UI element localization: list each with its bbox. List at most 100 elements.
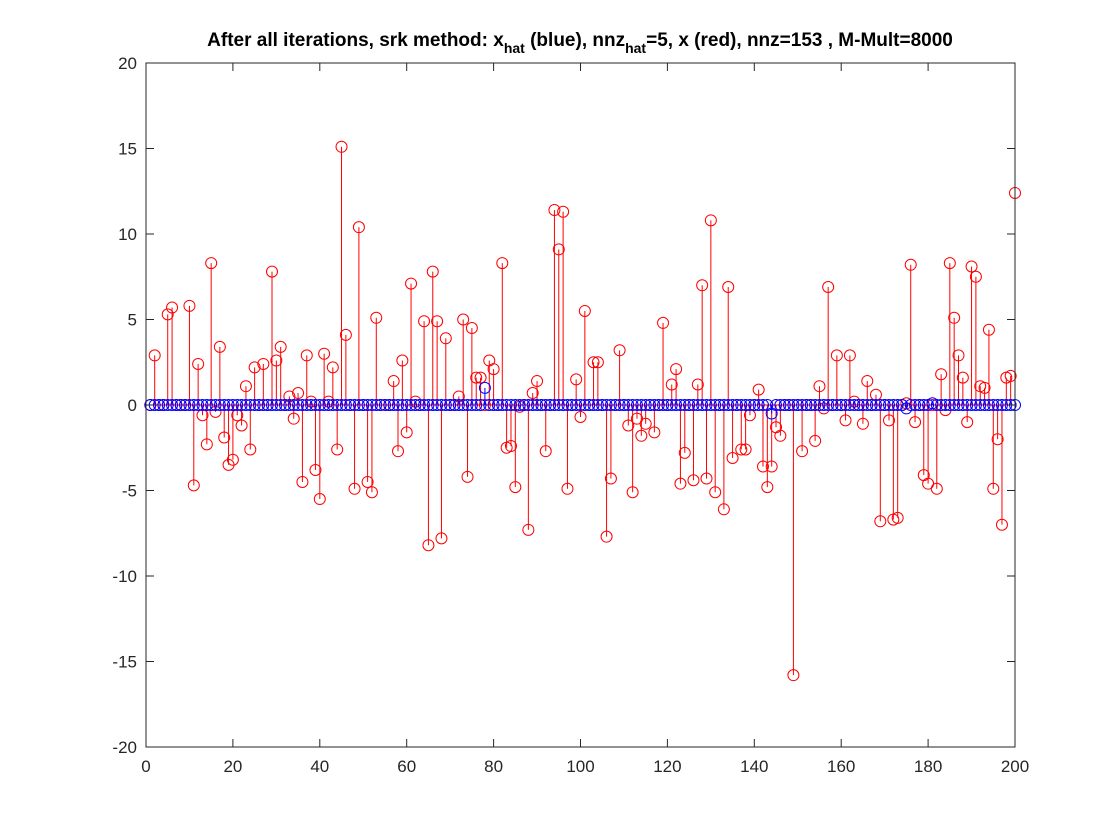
stem-marker [704,399,717,411]
stem-marker [969,399,982,411]
stem-marker [887,399,900,411]
stem-marker [635,399,648,411]
stem-marker [726,452,739,465]
chart-title: After all iterations, srk method: xhat (… [207,30,953,56]
stem-marker [717,503,730,516]
stem-marker [174,399,187,411]
stem-marker [587,399,600,411]
plot-area [144,140,1021,682]
stem-marker [683,399,696,411]
stem-marker [644,399,657,411]
x-tick-label: 0 [141,757,150,776]
stem-marker [326,399,339,411]
stem-marker [913,399,926,411]
x-tick-label: 200 [1001,757,1029,776]
stem-marker [704,214,717,227]
stem-marker [526,399,539,411]
stem-marker [587,356,600,369]
x-tick-label: 160 [827,757,855,776]
stem-marker [218,399,231,411]
stem-marker [378,399,391,411]
stem-marker [583,399,596,411]
stem-marker [144,399,157,411]
stem-marker [478,381,491,394]
stem-marker [161,399,174,411]
stem-marker [287,399,300,411]
stem-marker [305,399,318,411]
stem-marker [626,486,639,499]
y-tick-label: 10 [118,225,137,244]
stem-marker [974,399,987,411]
stem-marker [183,399,196,411]
stem-marker [878,399,891,411]
stem-marker [461,399,474,411]
stem-marker [296,399,309,411]
stem-marker [626,399,639,411]
stem-marker [630,399,643,411]
stem-marker [765,460,778,473]
stem-marker [266,265,279,278]
stem-marker [796,445,809,458]
stem-marker [717,399,730,411]
stem-marker [231,399,244,411]
stem-marker [995,518,1008,531]
stem-marker [157,399,170,411]
stem-marker [148,349,161,362]
stem-marker [435,399,448,411]
stem-marker [869,399,882,411]
stem-marker [670,399,683,411]
stem-marker [565,399,578,411]
stem-marker [630,412,643,425]
stem-marker [830,349,843,362]
stem-marker [170,399,183,411]
stem-marker [696,279,709,292]
stem-marker [161,308,174,321]
stem-marker [313,399,326,411]
stem-marker [691,399,704,411]
stem-marker [426,399,439,411]
y-tick-label: 15 [118,140,137,159]
stem-marker [613,399,626,411]
stem-marker [848,395,861,408]
stem-marker [843,349,856,362]
stem-marker [183,299,196,312]
stem-marker [839,399,852,411]
x-tick-label: 140 [740,757,768,776]
stem-marker [309,399,322,411]
stem-marker [965,260,978,273]
stem-marker [313,493,326,506]
stem-marker [504,399,517,411]
stem-marker [961,399,974,411]
stem-marker [548,399,561,411]
stem-marker [361,475,374,488]
stem-marker [752,399,765,411]
stem-marker [235,419,248,432]
stem-marker [409,399,422,411]
stem-marker [496,257,509,270]
stem-marker [961,416,974,429]
stem-marker [848,399,861,411]
stem-series-0 [144,140,1021,682]
stem-marker [352,221,365,234]
stem-marker [348,482,361,495]
stem-marker [552,243,565,256]
x-tick-label: 180 [914,757,942,776]
stem-marker [709,486,722,499]
stem-marker [648,426,661,439]
stem-marker [335,140,348,153]
stem-marker [418,399,431,411]
stem-marker [809,434,822,447]
stem-marker [470,371,483,384]
stem-marker [361,399,374,411]
stem-marker [179,399,192,411]
stem-marker [457,399,470,411]
stem-marker [948,399,961,411]
stem-marker [804,399,817,411]
stem-marker [231,409,244,422]
stem-marker [352,399,365,411]
stem-marker [531,399,544,411]
stem-marker [661,399,674,411]
stem-marker [470,399,483,411]
stem-marker [465,322,478,335]
